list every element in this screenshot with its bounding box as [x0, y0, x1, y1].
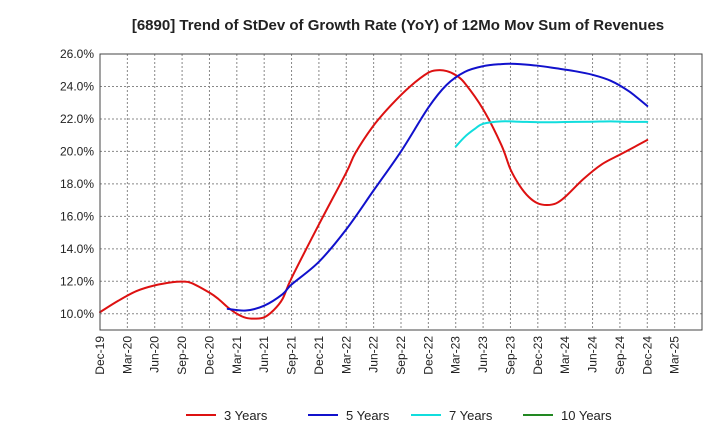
legend-item-10-years: 10 Years [523, 408, 612, 423]
x-tick-label: Sep-24 [613, 336, 627, 375]
x-tick-label: Mar-21 [230, 336, 244, 374]
series-line-7-years [454, 120, 649, 148]
y-tick-label: 20.0% [60, 144, 94, 158]
series-layer [99, 62, 649, 320]
legend-label: 5 Years [346, 408, 390, 423]
legend: 3 Years 5 Years 7 Years 10 Years [186, 408, 612, 423]
y-tick-label: 18.0% [60, 177, 94, 191]
y-axis: 10.0% 12.0% 14.0% 16.0% 18.0% 20.0% 22.0% 24.0%… [60, 47, 94, 321]
x-tick-label: Jun-22 [367, 336, 381, 373]
x-tick-label: Jun-24 [586, 336, 600, 373]
x-tick-label: Jun-20 [148, 336, 162, 373]
legend-label: 7 Years [449, 408, 493, 423]
legend-label: 3 Years [224, 408, 268, 423]
x-tick-label: Mar-22 [339, 336, 353, 374]
y-tick-label: 24.0% [60, 79, 94, 93]
x-tick-label: Sep-23 [503, 336, 517, 375]
y-tick-label: 16.0% [60, 209, 94, 223]
series-line-3-years [99, 69, 649, 320]
y-tick-label: 10.0% [60, 307, 94, 321]
x-tick-label: Sep-21 [285, 336, 299, 375]
x-tick-label: Mar-24 [558, 336, 572, 374]
x-tick-label: Dec-24 [640, 336, 654, 375]
x-tick-label: Mar-20 [120, 336, 134, 374]
x-tick-label: Mar-25 [668, 336, 682, 374]
y-tick-label: 26.0% [60, 47, 94, 61]
series-line-5-years [226, 62, 649, 312]
x-tick-label: Dec-21 [312, 336, 326, 375]
x-axis: Dec-19 Mar-20 Jun-20 Sep-20 Dec-20 Mar-21 Jun-… [93, 336, 682, 375]
x-tick-label: Jun-21 [257, 336, 271, 373]
x-tick-label: Dec-23 [531, 336, 545, 375]
plot-frame [99, 53, 703, 331]
chart-title: [6890] Trend of StDev of Growth Rate (Yo… [132, 17, 664, 34]
x-tick-label: Dec-20 [202, 336, 216, 375]
x-tick-label: Dec-22 [421, 336, 435, 375]
legend-item-7-years: 7 Years [411, 408, 493, 423]
x-tick-label: Mar-23 [449, 336, 463, 374]
legend-item-5-years: 5 Years [308, 408, 390, 423]
x-tick-label: Sep-22 [394, 336, 408, 375]
x-tick-label: Jun-23 [476, 336, 490, 373]
legend-label: 10 Years [561, 408, 612, 423]
x-tick-label: Dec-19 [93, 336, 107, 375]
legend-item-3-years: 3 Years [186, 408, 268, 423]
y-tick-label: 22.0% [60, 112, 94, 126]
grid [99, 53, 702, 330]
y-tick-label: 12.0% [60, 274, 94, 288]
x-tick-label: Sep-20 [175, 336, 189, 375]
y-tick-label: 14.0% [60, 242, 94, 256]
